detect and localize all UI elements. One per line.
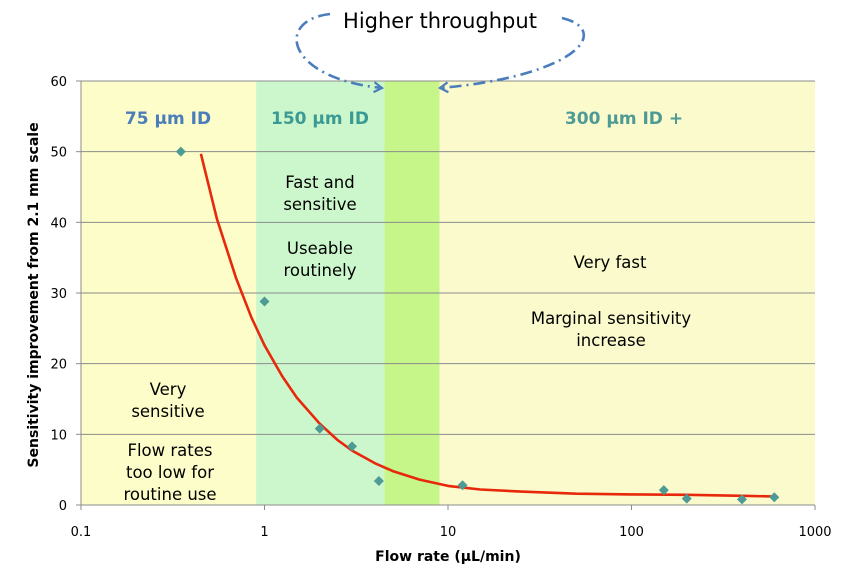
data-point-2	[314, 423, 325, 434]
axes	[76, 80, 816, 510]
region-3-annotation-1: Marginal sensitivity increase	[531, 309, 692, 350]
y-axis-title: Sensitivity improvement from 2.1 mm scal…	[26, 122, 42, 467]
data-point-9	[769, 492, 780, 503]
y-tick-label-1: 10	[50, 428, 67, 443]
y-tick-label-3: 30	[50, 287, 67, 302]
y-tick-label-5: 50	[50, 146, 67, 161]
data-point-8	[736, 494, 747, 505]
data-point-4	[373, 475, 384, 486]
tick-labels: 0.1 1 10 100 1000 0 10 20 30 40 50 60	[50, 75, 831, 540]
callout-text: Higher throughput	[343, 9, 537, 33]
data-point-5	[457, 480, 468, 491]
fit-curve	[199, 153, 775, 498]
region-1-annotation-1: Useable routinely	[284, 239, 357, 280]
data-point-6	[658, 485, 669, 496]
region-labels: 75 µm ID 150 µm ID 300 µm ID +	[125, 109, 683, 129]
x-tick-label-3: 100	[619, 525, 644, 540]
x-tick-label-1: 1	[260, 525, 268, 540]
y-tick-label-0: 0	[59, 499, 67, 514]
higher-throughput-callout: Higher throughput	[295, 9, 585, 94]
fit-curve-line	[199, 153, 775, 498]
data-points	[175, 146, 780, 505]
y-tick-label-6: 60	[50, 75, 67, 90]
data-point-0	[175, 146, 186, 157]
data-point-3	[347, 441, 358, 452]
region-label-1: 150 µm ID	[271, 109, 369, 129]
y-tick-label-4: 40	[50, 216, 67, 231]
y-tick-label-2: 20	[50, 358, 67, 373]
region-1-annotation-0: Fast and sensitive	[283, 173, 356, 214]
region-0-annotation-1: Flow rates too low for routine use	[123, 441, 216, 504]
x-tick-label-0: 0.1	[71, 525, 92, 540]
data-point-7	[681, 493, 692, 504]
region-label-0: 75 µm ID	[125, 109, 211, 129]
region-0-annotation-0: Very sensitive	[131, 380, 204, 421]
data-point-1	[259, 296, 270, 307]
x-tick-label-4: 1000	[798, 525, 831, 540]
callout-left-loop	[295, 12, 385, 94]
callout-right-loop	[437, 16, 585, 94]
region-3-annotation-0: Very fast	[574, 253, 647, 272]
region-label-3: 300 µm ID +	[565, 109, 683, 129]
x-axis-title: Flow rate (µL/min)	[375, 549, 521, 565]
x-tick-label-2: 10	[440, 525, 457, 540]
annotations: Very sensitive Flow rates too low for routin…	[123, 173, 691, 504]
